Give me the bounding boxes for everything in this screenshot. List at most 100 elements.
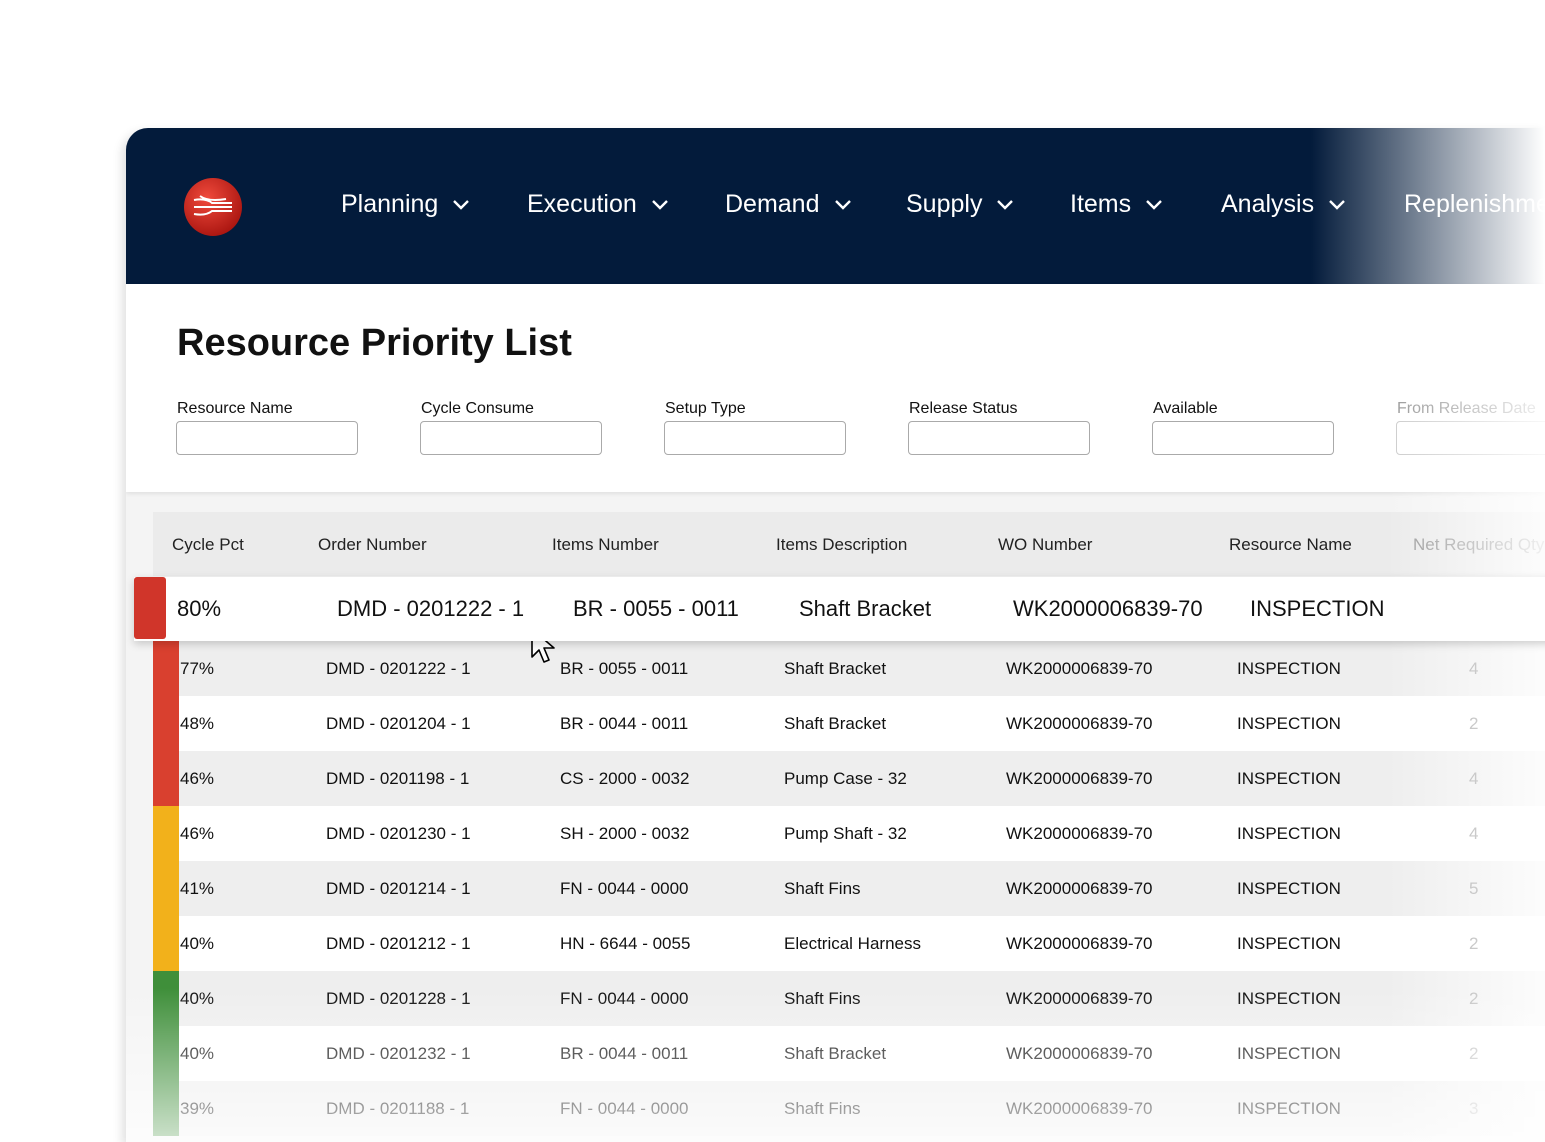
nav-item-label: Items (1070, 190, 1132, 218)
filter-label: Available (1153, 400, 1218, 417)
logo[interactable] (182, 176, 244, 238)
table-cell: 48% (180, 714, 215, 733)
priority-bar (153, 1026, 179, 1081)
chevron (453, 200, 470, 211)
priority-bar (153, 696, 179, 751)
table-cell: 2 (1469, 934, 1479, 953)
column-header[interactable]: Resource Name (1229, 535, 1352, 554)
highlighted-row[interactable]: 80% DMD - 0201222 - 1 BR - 0055 - 0011 Shaf… (134, 577, 1545, 641)
filter-input[interactable] (908, 421, 1090, 455)
table-cell: WK2000006839-70 (1006, 714, 1153, 733)
table-cell: FN - 0044 - 0000 (560, 1099, 689, 1118)
table-cell: Shaft Fins (784, 1099, 861, 1118)
nav-item-label: Demand (725, 190, 820, 218)
priority-bar (153, 751, 179, 806)
filter-input[interactable] (176, 421, 358, 455)
table-cell: FN - 0044 - 0000 (560, 879, 689, 898)
nav-item-label: Replenishment (1404, 190, 1545, 218)
nav-item-label: Execution (527, 190, 637, 218)
chevron (834, 200, 851, 211)
chevron (1329, 200, 1345, 211)
table-row[interactable]: 48% DMD - 0201204 - 1 BR - 0044 - 0011 Shaf… (153, 696, 1545, 751)
table-cell: WK2000006839-70 (1006, 879, 1153, 898)
priority-tab (134, 577, 166, 639)
filter-input[interactable] (1152, 421, 1334, 455)
table-cell: 2 (1469, 989, 1479, 1008)
table-cell: 4 (1469, 824, 1479, 843)
chevron (1146, 200, 1162, 211)
table-cell: INSPECTION (1237, 1099, 1341, 1118)
nav-bar: Planning Execution Demand Supply Items Analys… (126, 128, 1545, 284)
table-row[interactable]: 41% DMD - 0201214 - 1 FN - 0044 - 0000 Shaf… (153, 861, 1545, 916)
table-row[interactable]: 40% DMD - 0201232 - 1 BR - 0044 - 0011 Shaf… (153, 1026, 1545, 1081)
table-row[interactable]: 77% DMD - 0201222 - 1 BR - 0055 - 0011 Shaf… (153, 641, 1545, 696)
table-cell: Electrical Harness (784, 934, 921, 953)
nav-item[interactable]: Demand (725, 190, 852, 219)
nav-item[interactable]: Planning (341, 190, 470, 219)
filter-label: Setup Type (665, 400, 746, 417)
table-cell: INSPECTION (1250, 596, 1385, 621)
nav-item[interactable]: Analysis (1221, 190, 1346, 219)
table-cell: CS - 2000 - 0032 (560, 769, 690, 788)
priority-bar (153, 861, 179, 916)
nav-item[interactable]: Items (1070, 190, 1163, 219)
table-cell: DMD - 0201232 - 1 (326, 1044, 471, 1063)
table-row[interactable]: 40% DMD - 0201228 - 1 FN - 0044 - 0000 Shaf… (153, 971, 1545, 1026)
table-cell: 40% (180, 989, 215, 1008)
table-row[interactable]: 39% DMD - 0201188 - 1 FN - 0044 - 0000 Shaf… (153, 1081, 1545, 1136)
table-cell: WK2000006839-70 (1006, 824, 1153, 843)
table-cell: DMD - 0201222 - 1 (337, 596, 525, 621)
filter-label: Release Status (909, 400, 1018, 417)
table-cell: Shaft Bracket (784, 659, 887, 678)
filter-input[interactable] (1396, 421, 1545, 455)
table-row[interactable]: 40% DMD - 0201212 - 1 HN - 6644 - 0055 Elec… (153, 916, 1545, 971)
table-cell: Shaft Fins (784, 989, 861, 1008)
table-cell: INSPECTION (1237, 879, 1341, 898)
table-cell: INSPECTION (1237, 1044, 1341, 1063)
filter-label: From Release Date (1397, 400, 1536, 417)
table-cell: INSPECTION (1237, 714, 1341, 733)
table-cell: 39% (180, 1099, 215, 1118)
nav-item[interactable]: Supply (906, 190, 1014, 219)
table-row[interactable]: 46% DMD - 0201230 - 1 SH - 2000 - 0032 Pump… (153, 806, 1545, 861)
priority-bar (153, 641, 179, 696)
table-row[interactable]: 46% DMD - 0201198 - 1 CS - 2000 - 0032 Pump… (153, 751, 1545, 806)
table-cell: INSPECTION (1237, 824, 1341, 843)
table-cell: 77% (180, 659, 215, 678)
table-cell: 2 (1469, 714, 1479, 733)
table-cell: 46% (180, 824, 215, 843)
column-header[interactable]: Items Number (552, 535, 659, 554)
table-cell: WK2000006839-70 (1006, 1044, 1153, 1063)
table: Cycle Pct Order Number Items Number Items D… (134, 512, 1545, 1142)
column-header[interactable]: WO Number (998, 535, 1093, 554)
nav-item[interactable]: Replenishment (1404, 190, 1545, 219)
table-cell: 2 (1469, 1044, 1479, 1063)
column-header[interactable]: Items Description (776, 535, 908, 554)
filter-input[interactable] (420, 421, 602, 455)
table-cell: 41% (180, 879, 215, 898)
nav-item[interactable]: Execution (527, 190, 669, 219)
table-cell: WK2000006839-70 (1006, 989, 1153, 1008)
table-cell: BR - 0044 - 0011 (560, 1044, 689, 1063)
table-cell: Shaft Bracket (799, 596, 932, 621)
priority-bar (153, 971, 179, 1026)
table-cell: Shaft Bracket (784, 1044, 887, 1063)
table-cell: 3 (1469, 1099, 1479, 1118)
nav-item-label: Supply (906, 190, 983, 218)
filter-label: Cycle Consume (421, 400, 534, 417)
column-header[interactable]: Order Number (318, 535, 427, 554)
filter-input[interactable] (664, 421, 846, 455)
table-cell: 80% (177, 596, 222, 621)
table-cell: HN - 6644 - 0055 (560, 934, 691, 953)
column-header[interactable]: Net Required Qty (1413, 535, 1545, 554)
priority-bar (153, 916, 179, 971)
table-cell: DMD - 0201204 - 1 (326, 714, 471, 733)
priority-bar (153, 806, 179, 861)
table-cell: 40% (180, 934, 215, 953)
column-header[interactable]: Cycle Pct (172, 535, 244, 554)
table-cell: WK2000006839-70 (1006, 659, 1153, 678)
filter-label: Resource Name (177, 400, 293, 417)
table-cell: FN - 0044 - 0000 (560, 989, 689, 1008)
table-cell: WK2000006839-70 (1006, 1099, 1153, 1118)
